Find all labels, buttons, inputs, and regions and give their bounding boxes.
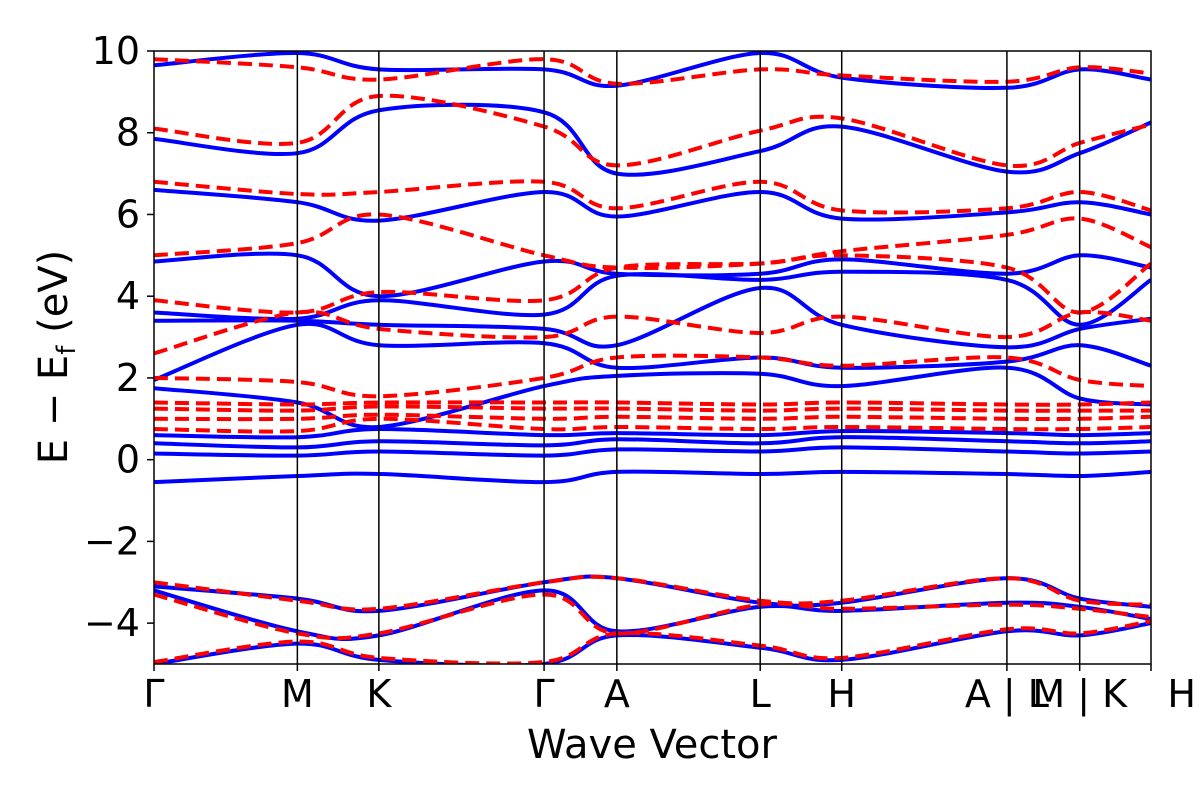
x-tick-label-6: H [827, 672, 856, 716]
band-line-18 [154, 400, 1151, 407]
band-line-7 [154, 269, 1151, 327]
band-line-25 [154, 57, 1151, 86]
y-tick-label-6: −2 [84, 519, 140, 563]
band-line-4 [154, 365, 1151, 430]
y-axis-label-sub: f [52, 345, 82, 355]
band-line-10 [154, 102, 1151, 177]
y-tick-label-3: 4 [116, 274, 140, 318]
band-line-27 [154, 592, 1151, 641]
y-tick-label-7: −4 [84, 601, 140, 645]
band-line-17 [154, 404, 1151, 413]
x-tick-label-9: H [1167, 672, 1196, 716]
band-line-2 [154, 435, 1151, 450]
x-tick-label-5: L [750, 672, 771, 716]
band-line-1 [154, 445, 1151, 458]
x-tick-label-4: A [604, 672, 630, 716]
plot-frame [153, 50, 1152, 665]
y-axis-label-unit: (eV) [31, 250, 77, 346]
band-line-11 [154, 51, 1151, 90]
band-line-21 [154, 253, 1151, 315]
x-tick-label-8: M | K [1032, 672, 1128, 717]
y-axis-label-main: E − E [31, 355, 77, 465]
band-line-9 [154, 187, 1151, 223]
band-line-19 [154, 353, 1151, 399]
x-tick-label-0: Γ [143, 672, 164, 716]
x-axis-label: Wave Vector [527, 722, 778, 768]
band-line-24 [154, 93, 1151, 168]
band-line-15 [154, 416, 1151, 434]
x-tick-label-3: Γ [533, 672, 554, 716]
y-axis-label: E − Ef (eV) [31, 250, 82, 465]
y-tick-label-5: 0 [116, 438, 140, 482]
x-ticks: Γ M K Γ A L H A | LM | K H [143, 664, 1196, 717]
band-line-20 [154, 309, 1151, 356]
y-ticks: 10 8 6 4 2 0 −2 −4 [84, 29, 154, 645]
band-line-0 [154, 469, 1151, 485]
band-line-26 [154, 574, 1151, 612]
band-line-8 [154, 251, 1151, 299]
series-layer [154, 51, 1151, 664]
kpoint-lines [296, 51, 1081, 664]
y-tick-label-4: 2 [116, 356, 140, 400]
band-line-22 [154, 212, 1151, 270]
band-line-16 [154, 412, 1151, 422]
x-tick-label-7: A | L [965, 672, 1049, 717]
y-tick-label-2: 6 [116, 192, 140, 236]
band-line-23 [154, 179, 1151, 215]
band-line-28 [154, 619, 1151, 664]
x-tick-label-2: K [366, 672, 392, 716]
band-line-3 [154, 426, 1151, 440]
x-tick-label-1: M [281, 672, 314, 716]
y-tick-label-0: 10 [92, 29, 140, 73]
y-tick-label-1: 8 [116, 111, 140, 155]
band-line-14 [154, 621, 1151, 664]
